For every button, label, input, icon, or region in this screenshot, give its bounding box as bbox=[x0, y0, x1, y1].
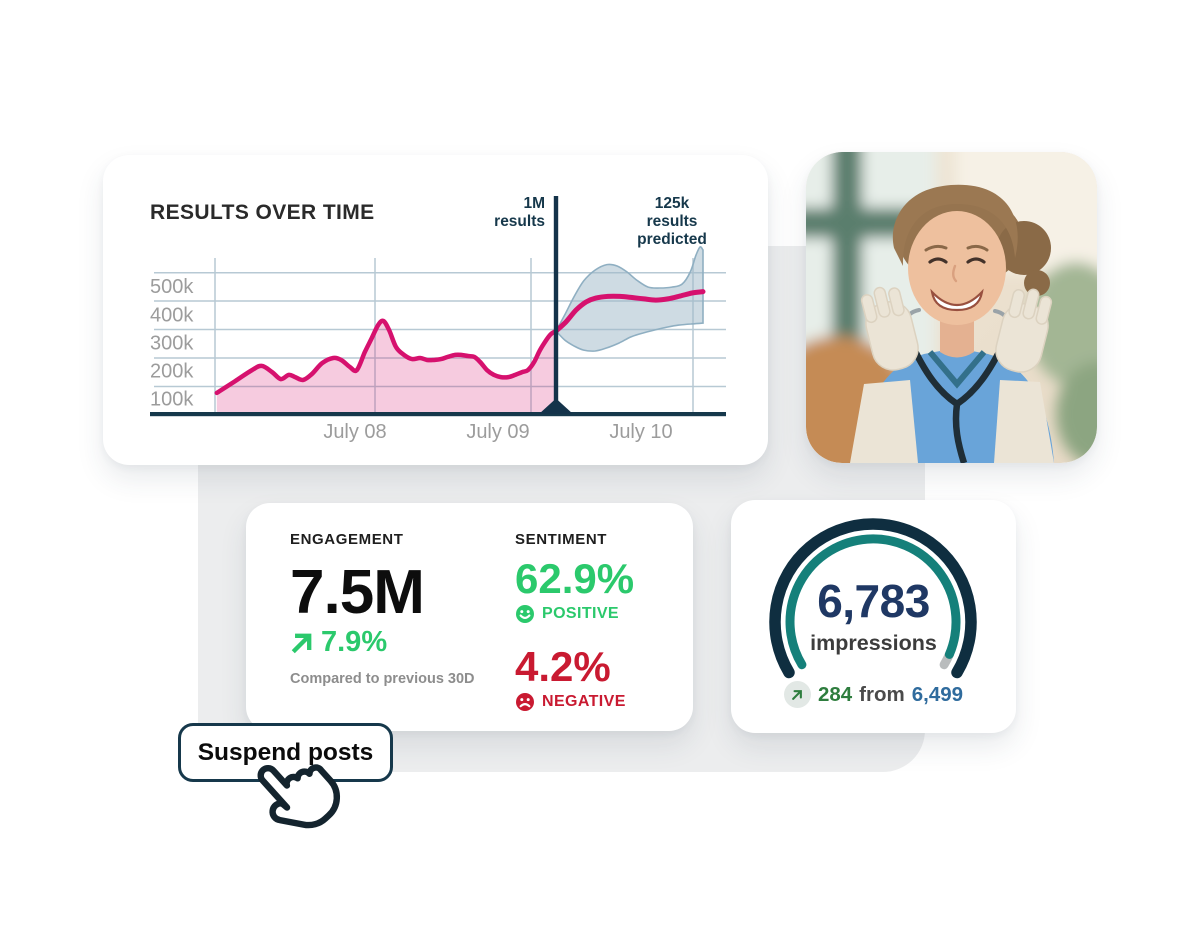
chart-title: RESULTS OVER TIME bbox=[150, 201, 375, 224]
impressions-card: 6,783 impressions 284 from 6,499 bbox=[731, 500, 1016, 733]
history-line bbox=[214, 318, 559, 396]
results-chart-svg: 500k 400k 300k 200k 100k July 08 July 09… bbox=[150, 195, 726, 443]
svg-text:125k: 125k bbox=[655, 195, 690, 212]
sentiment-positive-label: POSITIVE bbox=[542, 605, 619, 622]
y-axis-tick: 100k bbox=[150, 389, 194, 411]
x-axis-tick: July 09 bbox=[466, 421, 529, 443]
engagement-section: ENGAGEMENT 7.5M 7.9% Compared to previou… bbox=[290, 531, 475, 687]
photo-card bbox=[806, 152, 1097, 463]
chart-axis bbox=[150, 412, 726, 417]
sentiment-negative-value: 4.2% bbox=[515, 643, 611, 690]
y-axis-tick: 400k bbox=[150, 305, 194, 327]
sentiment-positive-value: 62.9% bbox=[515, 555, 635, 602]
impressions-previous: 6,499 bbox=[911, 682, 964, 706]
impressions-label: impressions bbox=[810, 631, 937, 655]
impressions-delta: 284 bbox=[817, 682, 853, 706]
metrics-card: ENGAGEMENT 7.5M 7.9% Compared to previou… bbox=[246, 503, 693, 731]
arrow-up-right-icon bbox=[792, 689, 803, 700]
y-axis-tick: 500k bbox=[150, 276, 194, 298]
impressions-gauge bbox=[769, 518, 977, 679]
svg-text:1M: 1M bbox=[523, 195, 545, 212]
trend-up-icon bbox=[291, 633, 312, 653]
engagement-delta: 7.9% bbox=[321, 626, 388, 658]
suspend-posts-button[interactable]: Suspend posts bbox=[178, 723, 393, 782]
svg-text:results: results bbox=[494, 213, 545, 230]
impressions-from-word: from bbox=[859, 682, 905, 706]
engagement-label: ENGAGEMENT bbox=[290, 531, 404, 548]
history-area-fill bbox=[216, 320, 557, 414]
sentiment-label: SENTIMENT bbox=[515, 531, 608, 548]
x-axis-tick: July 10 bbox=[609, 421, 672, 443]
gauge-progress bbox=[785, 534, 961, 670]
sentiment-section: SENTIMENT 62.9% POSITIVE 4.2% bbox=[515, 531, 634, 712]
gloved-hands bbox=[850, 286, 1054, 463]
engagement-value: 7.5M bbox=[290, 558, 425, 627]
predicted-annotation: 125k results predicted bbox=[637, 195, 707, 248]
nurse-figure bbox=[850, 184, 1054, 463]
hand-cursor-icon bbox=[257, 764, 341, 829]
x-axis-tick: July 08 bbox=[323, 421, 386, 443]
gauge-track-outer bbox=[769, 518, 977, 679]
smiley-negative-icon bbox=[516, 693, 534, 711]
smiley-positive-icon bbox=[516, 605, 534, 623]
impressions-value: 6,783 bbox=[817, 575, 930, 627]
delta-badge bbox=[783, 681, 811, 708]
forecast-line bbox=[553, 289, 706, 334]
now-marker-triangle bbox=[539, 398, 573, 414]
now-marker-line bbox=[553, 196, 559, 414]
sentiment-negative-label: NEGATIVE bbox=[542, 693, 626, 710]
engagement-footnote: Compared to previous 30D bbox=[290, 671, 475, 687]
marker-annotation: 1M results bbox=[494, 195, 545, 230]
nurse-photo-illustration bbox=[806, 152, 1097, 463]
suspend-posts-label: Suspend posts bbox=[197, 738, 374, 766]
svg-text:results: results bbox=[647, 213, 698, 230]
y-axis-tick: 200k bbox=[150, 361, 194, 383]
stethoscope-tail bbox=[952, 403, 968, 463]
svg-text:predicted: predicted bbox=[637, 231, 707, 248]
y-axis-tick: 300k bbox=[150, 333, 194, 355]
results-over-time-card: 500k 400k 300k 200k 100k July 08 July 09… bbox=[103, 155, 768, 465]
